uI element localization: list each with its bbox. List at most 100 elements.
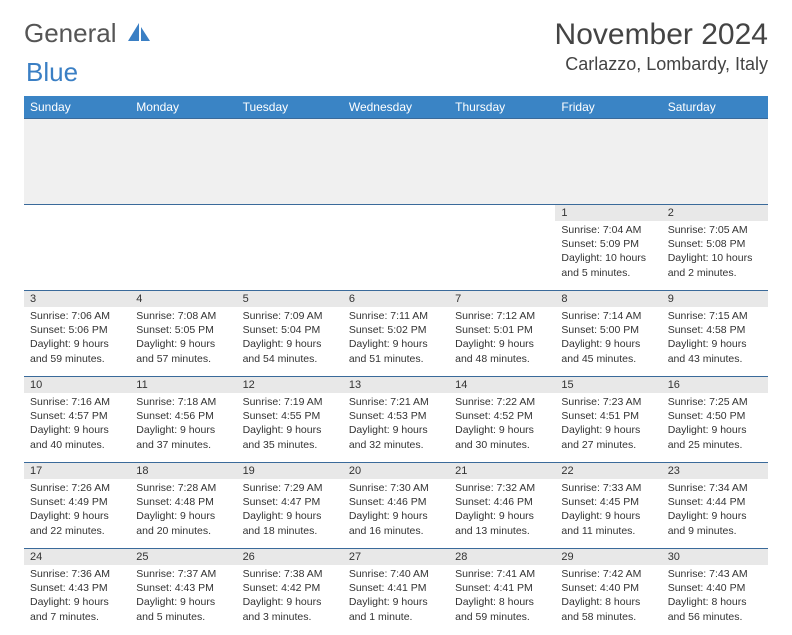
calendar-cell: 24Sunrise: 7:36 AMSunset: 4:43 PMDayligh… bbox=[24, 549, 130, 635]
day-number: 6 bbox=[343, 291, 449, 307]
day-details: Sunrise: 7:15 AMSunset: 4:58 PMDaylight:… bbox=[662, 307, 768, 370]
day-details: Sunrise: 7:36 AMSunset: 4:43 PMDaylight:… bbox=[24, 565, 130, 628]
day-details: Sunrise: 7:21 AMSunset: 4:53 PMDaylight:… bbox=[343, 393, 449, 456]
day-number: 23 bbox=[662, 463, 768, 479]
calendar-cell: 30Sunrise: 7:43 AMSunset: 4:40 PMDayligh… bbox=[662, 549, 768, 635]
day-details: Sunrise: 7:05 AMSunset: 5:08 PMDaylight:… bbox=[662, 221, 768, 284]
day-details: Sunrise: 7:25 AMSunset: 4:50 PMDaylight:… bbox=[662, 393, 768, 456]
day-details: Sunrise: 7:18 AMSunset: 4:56 PMDaylight:… bbox=[130, 393, 236, 456]
day-number: 18 bbox=[130, 463, 236, 479]
calendar-cell: 20Sunrise: 7:30 AMSunset: 4:46 PMDayligh… bbox=[343, 463, 449, 549]
calendar-cell: 1Sunrise: 7:04 AMSunset: 5:09 PMDaylight… bbox=[555, 205, 661, 291]
day-number: 28 bbox=[449, 549, 555, 565]
day-details: Sunrise: 7:19 AMSunset: 4:55 PMDaylight:… bbox=[237, 393, 343, 456]
calendar-cell: 27Sunrise: 7:40 AMSunset: 4:41 PMDayligh… bbox=[343, 549, 449, 635]
day-details: Sunrise: 7:30 AMSunset: 4:46 PMDaylight:… bbox=[343, 479, 449, 542]
calendar-cell: 13Sunrise: 7:21 AMSunset: 4:53 PMDayligh… bbox=[343, 377, 449, 463]
day-details: Sunrise: 7:26 AMSunset: 4:49 PMDaylight:… bbox=[24, 479, 130, 542]
day-number: 25 bbox=[130, 549, 236, 565]
day-number: 1 bbox=[555, 205, 661, 221]
title-block: November 2024 Carlazzo, Lombardy, Italy bbox=[555, 18, 768, 75]
day-details: Sunrise: 7:23 AMSunset: 4:51 PMDaylight:… bbox=[555, 393, 661, 456]
day-details: Sunrise: 7:41 AMSunset: 4:41 PMDaylight:… bbox=[449, 565, 555, 628]
day-details: Sunrise: 7:29 AMSunset: 4:47 PMDaylight:… bbox=[237, 479, 343, 542]
calendar-cell bbox=[130, 205, 236, 291]
calendar: Sunday Monday Tuesday Wednesday Thursday… bbox=[24, 96, 768, 635]
day-details: Sunrise: 7:04 AMSunset: 5:09 PMDaylight:… bbox=[555, 221, 661, 284]
day-number: 16 bbox=[662, 377, 768, 393]
calendar-cell: 22Sunrise: 7:33 AMSunset: 4:45 PMDayligh… bbox=[555, 463, 661, 549]
calendar-cell bbox=[237, 205, 343, 291]
calendar-row: 3Sunrise: 7:06 AMSunset: 5:06 PMDaylight… bbox=[24, 291, 768, 377]
calendar-cell: 4Sunrise: 7:08 AMSunset: 5:05 PMDaylight… bbox=[130, 291, 236, 377]
calendar-cell: 12Sunrise: 7:19 AMSunset: 4:55 PMDayligh… bbox=[237, 377, 343, 463]
day-details: Sunrise: 7:11 AMSunset: 5:02 PMDaylight:… bbox=[343, 307, 449, 370]
day-details: Sunrise: 7:33 AMSunset: 4:45 PMDaylight:… bbox=[555, 479, 661, 542]
calendar-cell bbox=[343, 205, 449, 291]
day-number: 24 bbox=[24, 549, 130, 565]
day-number: 26 bbox=[237, 549, 343, 565]
day-number: 17 bbox=[24, 463, 130, 479]
day-number: 3 bbox=[24, 291, 130, 307]
day-details: Sunrise: 7:12 AMSunset: 5:01 PMDaylight:… bbox=[449, 307, 555, 370]
day-number: 10 bbox=[24, 377, 130, 393]
calendar-cell bbox=[24, 205, 130, 291]
day-header: Tuesday bbox=[237, 96, 343, 119]
day-number: 22 bbox=[555, 463, 661, 479]
calendar-cell: 9Sunrise: 7:15 AMSunset: 4:58 PMDaylight… bbox=[662, 291, 768, 377]
calendar-row: 1Sunrise: 7:04 AMSunset: 5:09 PMDaylight… bbox=[24, 205, 768, 291]
day-number: 11 bbox=[130, 377, 236, 393]
calendar-cell: 23Sunrise: 7:34 AMSunset: 4:44 PMDayligh… bbox=[662, 463, 768, 549]
calendar-row: 17Sunrise: 7:26 AMSunset: 4:49 PMDayligh… bbox=[24, 463, 768, 549]
calendar-cell: 3Sunrise: 7:06 AMSunset: 5:06 PMDaylight… bbox=[24, 291, 130, 377]
calendar-cell: 8Sunrise: 7:14 AMSunset: 5:00 PMDaylight… bbox=[555, 291, 661, 377]
calendar-cell: 16Sunrise: 7:25 AMSunset: 4:50 PMDayligh… bbox=[662, 377, 768, 463]
logo-text-gray: General bbox=[24, 18, 117, 49]
logo: General bbox=[24, 18, 150, 49]
calendar-cell: 25Sunrise: 7:37 AMSunset: 4:43 PMDayligh… bbox=[130, 549, 236, 635]
day-number: 9 bbox=[662, 291, 768, 307]
day-number: 4 bbox=[130, 291, 236, 307]
calendar-cell: 26Sunrise: 7:38 AMSunset: 4:42 PMDayligh… bbox=[237, 549, 343, 635]
logo-text-blue: Blue bbox=[26, 57, 78, 87]
day-details: Sunrise: 7:09 AMSunset: 5:04 PMDaylight:… bbox=[237, 307, 343, 370]
day-details: Sunrise: 7:38 AMSunset: 4:42 PMDaylight:… bbox=[237, 565, 343, 628]
day-details: Sunrise: 7:34 AMSunset: 4:44 PMDaylight:… bbox=[662, 479, 768, 542]
location: Carlazzo, Lombardy, Italy bbox=[555, 54, 768, 75]
day-header-row: Sunday Monday Tuesday Wednesday Thursday… bbox=[24, 96, 768, 119]
calendar-cell: 11Sunrise: 7:18 AMSunset: 4:56 PMDayligh… bbox=[130, 377, 236, 463]
calendar-cell: 19Sunrise: 7:29 AMSunset: 4:47 PMDayligh… bbox=[237, 463, 343, 549]
day-details: Sunrise: 7:22 AMSunset: 4:52 PMDaylight:… bbox=[449, 393, 555, 456]
day-number: 2 bbox=[662, 205, 768, 221]
calendar-row: 24Sunrise: 7:36 AMSunset: 4:43 PMDayligh… bbox=[24, 549, 768, 635]
calendar-row: 10Sunrise: 7:16 AMSunset: 4:57 PMDayligh… bbox=[24, 377, 768, 463]
day-number: 21 bbox=[449, 463, 555, 479]
day-details: Sunrise: 7:43 AMSunset: 4:40 PMDaylight:… bbox=[662, 565, 768, 628]
day-number: 20 bbox=[343, 463, 449, 479]
calendar-cell: 10Sunrise: 7:16 AMSunset: 4:57 PMDayligh… bbox=[24, 377, 130, 463]
day-header: Monday bbox=[130, 96, 236, 119]
calendar-cell: 17Sunrise: 7:26 AMSunset: 4:49 PMDayligh… bbox=[24, 463, 130, 549]
day-details: Sunrise: 7:32 AMSunset: 4:46 PMDaylight:… bbox=[449, 479, 555, 542]
day-details: Sunrise: 7:16 AMSunset: 4:57 PMDaylight:… bbox=[24, 393, 130, 456]
day-details: Sunrise: 7:40 AMSunset: 4:41 PMDaylight:… bbox=[343, 565, 449, 628]
day-number: 27 bbox=[343, 549, 449, 565]
day-details: Sunrise: 7:28 AMSunset: 4:48 PMDaylight:… bbox=[130, 479, 236, 542]
day-number: 29 bbox=[555, 549, 661, 565]
day-header: Sunday bbox=[24, 96, 130, 119]
calendar-cell: 7Sunrise: 7:12 AMSunset: 5:01 PMDaylight… bbox=[449, 291, 555, 377]
calendar-cell: 14Sunrise: 7:22 AMSunset: 4:52 PMDayligh… bbox=[449, 377, 555, 463]
day-number: 30 bbox=[662, 549, 768, 565]
day-number: 19 bbox=[237, 463, 343, 479]
calendar-cell bbox=[449, 205, 555, 291]
day-details: Sunrise: 7:37 AMSunset: 4:43 PMDaylight:… bbox=[130, 565, 236, 628]
day-details: Sunrise: 7:08 AMSunset: 5:05 PMDaylight:… bbox=[130, 307, 236, 370]
calendar-cell: 6Sunrise: 7:11 AMSunset: 5:02 PMDaylight… bbox=[343, 291, 449, 377]
day-number: 15 bbox=[555, 377, 661, 393]
day-details: Sunrise: 7:42 AMSunset: 4:40 PMDaylight:… bbox=[555, 565, 661, 628]
day-number: 8 bbox=[555, 291, 661, 307]
day-details: Sunrise: 7:14 AMSunset: 5:00 PMDaylight:… bbox=[555, 307, 661, 370]
day-number: 5 bbox=[237, 291, 343, 307]
sail-icon bbox=[128, 23, 150, 43]
day-number: 14 bbox=[449, 377, 555, 393]
